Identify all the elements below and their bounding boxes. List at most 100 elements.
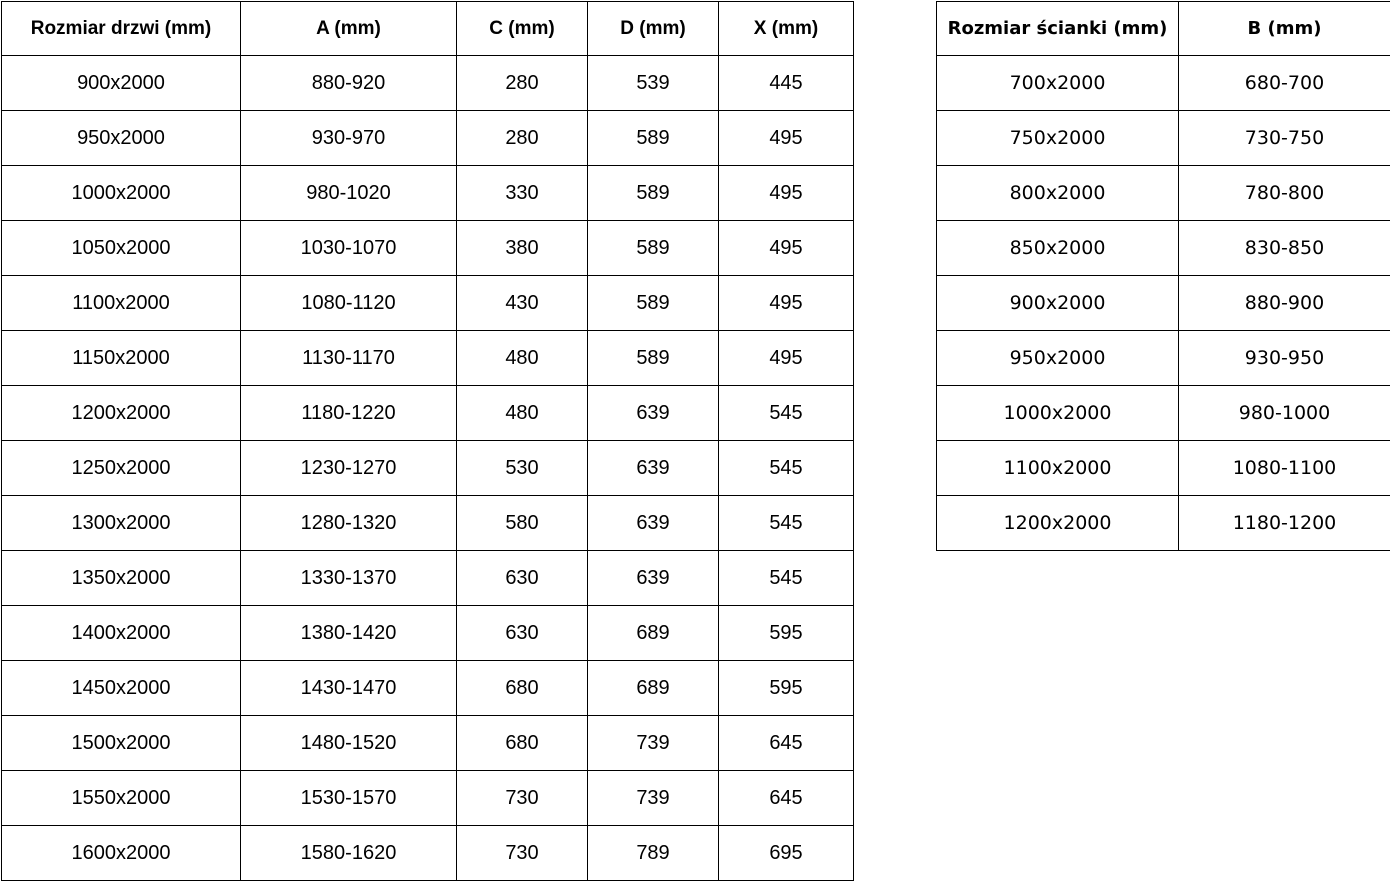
cell-d: 739 — [588, 771, 719, 826]
cell-x: 495 — [719, 166, 854, 221]
table-row: 700x2000 680-700 — [937, 56, 1390, 111]
cell-b: 930-950 — [1179, 331, 1390, 386]
cell-a: 1530-1570 — [241, 771, 457, 826]
cell-d: 689 — [588, 661, 719, 716]
door-size-table-body: 900x2000 880-920 280 539 445 950x2000 93… — [2, 56, 854, 881]
cell-c: 630 — [457, 551, 588, 606]
cell-d: 639 — [588, 496, 719, 551]
cell-a: 880-920 — [241, 56, 457, 111]
table-row: 1100x2000 1080-1120 430 589 495 — [2, 276, 854, 331]
table-row: 1250x2000 1230-1270 530 639 545 — [2, 441, 854, 496]
cell-x: 495 — [719, 111, 854, 166]
table-row: 1100x2000 1080-1100 — [937, 441, 1390, 496]
table-header-row: Rozmiar ścianki (mm) B (mm) — [937, 2, 1390, 56]
table-row: 1150x2000 1130-1170 480 589 495 — [2, 331, 854, 386]
cell-wall-size: 1000x2000 — [937, 386, 1179, 441]
column-header-door-size: Rozmiar drzwi (mm) — [2, 2, 241, 56]
cell-d: 589 — [588, 221, 719, 276]
table-row: 1050x2000 1030-1070 380 589 495 — [2, 221, 854, 276]
table-row: 900x2000 880-900 — [937, 276, 1390, 331]
cell-b: 830-850 — [1179, 221, 1390, 276]
cell-x: 545 — [719, 441, 854, 496]
cell-wall-size: 750x2000 — [937, 111, 1179, 166]
cell-wall-size: 800x2000 — [937, 166, 1179, 221]
cell-door-size: 1000x2000 — [2, 166, 241, 221]
cell-d: 589 — [588, 276, 719, 331]
table-row: 950x2000 930-950 — [937, 331, 1390, 386]
cell-door-size: 1050x2000 — [2, 221, 241, 276]
cell-d: 789 — [588, 826, 719, 881]
table-row: 1400x2000 1380-1420 630 689 595 — [2, 606, 854, 661]
cell-b: 880-900 — [1179, 276, 1390, 331]
cell-a: 1280-1320 — [241, 496, 457, 551]
column-header-d: D (mm) — [588, 2, 719, 56]
cell-door-size: 1200x2000 — [2, 386, 241, 441]
cell-door-size: 1350x2000 — [2, 551, 241, 606]
cell-door-size: 1450x2000 — [2, 661, 241, 716]
column-header-a: A (mm) — [241, 2, 457, 56]
cell-d: 589 — [588, 111, 719, 166]
cell-x: 445 — [719, 56, 854, 111]
column-header-b: B (mm) — [1179, 2, 1390, 56]
cell-x: 545 — [719, 386, 854, 441]
cell-d: 739 — [588, 716, 719, 771]
cell-x: 695 — [719, 826, 854, 881]
cell-c: 680 — [457, 661, 588, 716]
column-header-c: C (mm) — [457, 2, 588, 56]
cell-wall-size: 850x2000 — [937, 221, 1179, 276]
cell-c: 730 — [457, 826, 588, 881]
door-size-table: Rozmiar drzwi (mm) A (mm) C (mm) D (mm) … — [1, 1, 854, 881]
cell-wall-size: 1100x2000 — [937, 441, 1179, 496]
table-row: 1000x2000 980-1000 — [937, 386, 1390, 441]
cell-x: 645 — [719, 716, 854, 771]
cell-a: 980-1020 — [241, 166, 457, 221]
cell-x: 495 — [719, 221, 854, 276]
cell-x: 495 — [719, 331, 854, 386]
table-row: 800x2000 780-800 — [937, 166, 1390, 221]
cell-a: 1480-1520 — [241, 716, 457, 771]
cell-a: 1330-1370 — [241, 551, 457, 606]
cell-x: 495 — [719, 276, 854, 331]
cell-x: 595 — [719, 661, 854, 716]
table-row: 1300x2000 1280-1320 580 639 545 — [2, 496, 854, 551]
table-row: 1450x2000 1430-1470 680 689 595 — [2, 661, 854, 716]
cell-door-size: 1600x2000 — [2, 826, 241, 881]
table-row: 850x2000 830-850 — [937, 221, 1390, 276]
table-row: 950x2000 930-970 280 589 495 — [2, 111, 854, 166]
cell-x: 645 — [719, 771, 854, 826]
column-header-wall-size: Rozmiar ścianki (mm) — [937, 2, 1179, 56]
cell-b: 1080-1100 — [1179, 441, 1390, 496]
cell-a: 1580-1620 — [241, 826, 457, 881]
cell-c: 480 — [457, 331, 588, 386]
cell-c: 280 — [457, 111, 588, 166]
cell-wall-size: 900x2000 — [937, 276, 1179, 331]
table-row: 1200x2000 1180-1220 480 639 545 — [2, 386, 854, 441]
wall-panel-size-table-head: Rozmiar ścianki (mm) B (mm) — [937, 2, 1390, 56]
cell-c: 330 — [457, 166, 588, 221]
cell-b: 730-750 — [1179, 111, 1390, 166]
cell-c: 730 — [457, 771, 588, 826]
cell-c: 280 — [457, 56, 588, 111]
table-header-row: Rozmiar drzwi (mm) A (mm) C (mm) D (mm) … — [2, 2, 854, 56]
wall-panel-size-table: Rozmiar ścianki (mm) B (mm) 700x2000 680… — [936, 1, 1390, 551]
cell-c: 430 — [457, 276, 588, 331]
wall-panel-size-table-body: 700x2000 680-700 750x2000 730-750 800x20… — [937, 56, 1390, 551]
cell-d: 689 — [588, 606, 719, 661]
cell-x: 545 — [719, 496, 854, 551]
cell-a: 1380-1420 — [241, 606, 457, 661]
cell-b: 1180-1200 — [1179, 496, 1390, 551]
column-header-x: X (mm) — [719, 2, 854, 56]
cell-door-size: 1400x2000 — [2, 606, 241, 661]
cell-b: 980-1000 — [1179, 386, 1390, 441]
cell-door-size: 1300x2000 — [2, 496, 241, 551]
cell-d: 589 — [588, 166, 719, 221]
table-row: 1200x2000 1180-1200 — [937, 496, 1390, 551]
cell-b: 680-700 — [1179, 56, 1390, 111]
cell-d: 639 — [588, 441, 719, 496]
cell-a: 1080-1120 — [241, 276, 457, 331]
cell-wall-size: 1200x2000 — [937, 496, 1179, 551]
cell-b: 780-800 — [1179, 166, 1390, 221]
cell-door-size: 1500x2000 — [2, 716, 241, 771]
door-size-table-head: Rozmiar drzwi (mm) A (mm) C (mm) D (mm) … — [2, 2, 854, 56]
